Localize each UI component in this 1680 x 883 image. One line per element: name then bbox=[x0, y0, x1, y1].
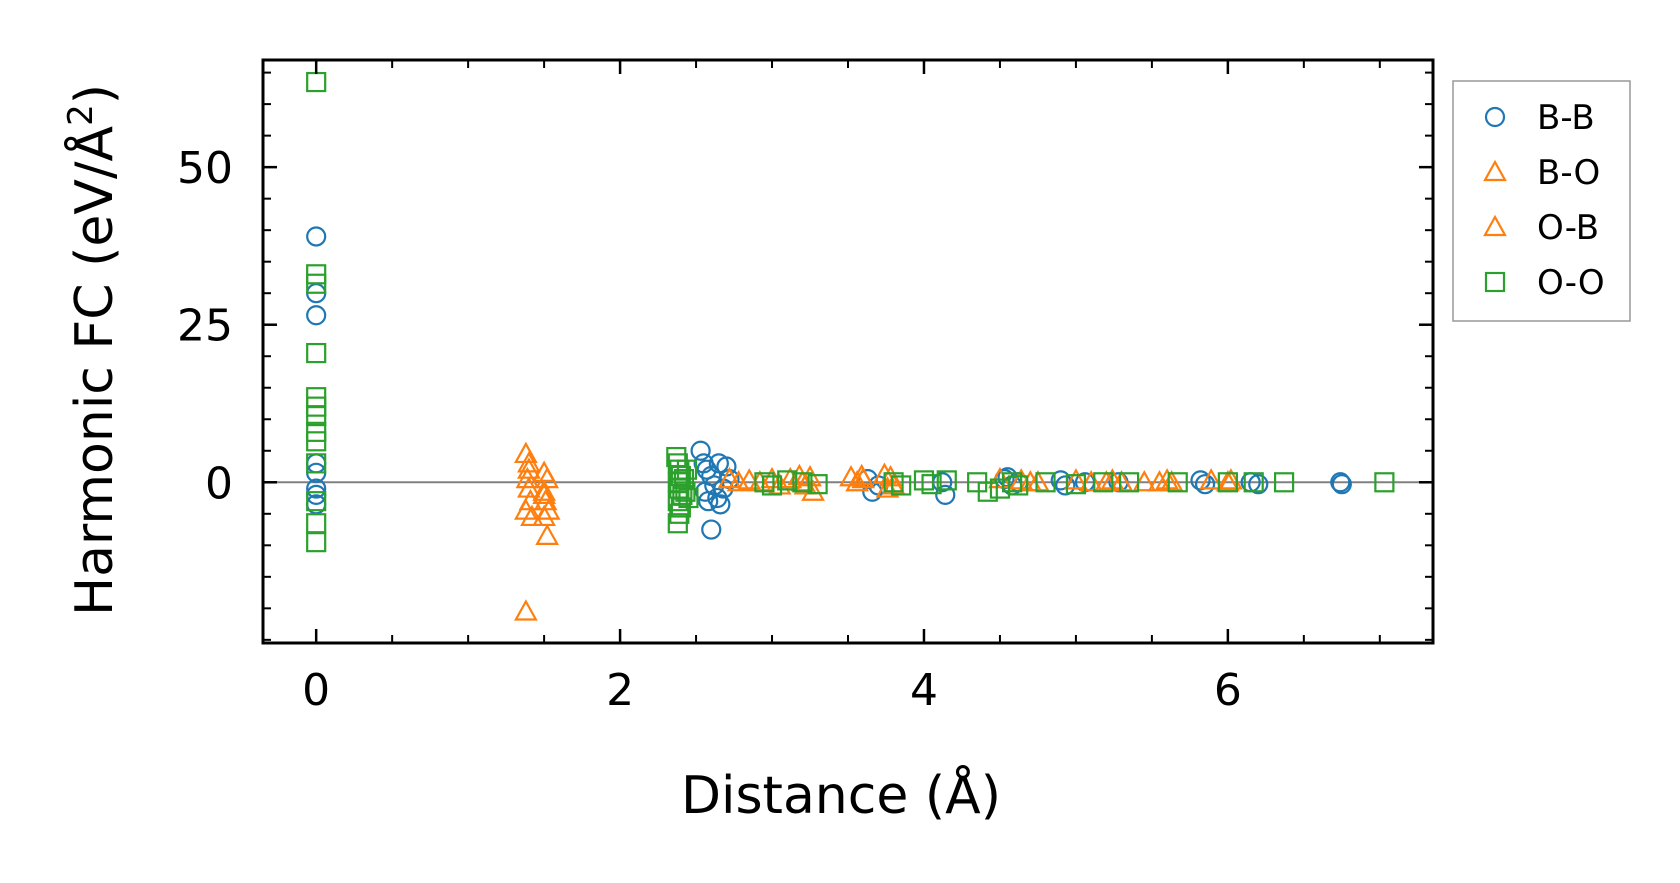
legend-marker-b-o bbox=[1483, 159, 1507, 182]
data-point-b-b bbox=[306, 226, 327, 247]
data-point-b-b bbox=[306, 478, 327, 499]
data-point-o-o bbox=[891, 475, 912, 496]
data-point-o-o bbox=[936, 470, 957, 491]
data-point-b-b bbox=[1194, 474, 1216, 495]
data-point-o-o bbox=[777, 470, 798, 491]
y-tick-label: 50 bbox=[177, 143, 233, 194]
data-point-o-o bbox=[306, 532, 327, 553]
data-point-b-o bbox=[520, 504, 544, 527]
y-tick-label: 25 bbox=[177, 301, 233, 352]
axes-frame-layer bbox=[261, 58, 1435, 645]
data-point-o-o bbox=[675, 481, 696, 502]
data-point-b-b bbox=[698, 491, 719, 512]
data-point-o-o bbox=[306, 273, 327, 294]
data-point-b-b bbox=[710, 494, 731, 515]
x-tick-label: 6 bbox=[1214, 665, 1242, 716]
legend: B-B B-O O-B O-O bbox=[1452, 80, 1631, 322]
data-point-b-b bbox=[1331, 474, 1352, 495]
data-point-o-o bbox=[1002, 472, 1023, 493]
data-point-o-o bbox=[1243, 472, 1264, 493]
data-point-b-o bbox=[1079, 470, 1103, 492]
data-point-o-o bbox=[1119, 472, 1140, 493]
x-tick-label: 4 bbox=[910, 665, 938, 716]
data-point-o-o bbox=[306, 342, 327, 364]
data-point-b-b bbox=[1055, 475, 1076, 496]
data-point-o-o bbox=[306, 453, 327, 474]
data-point-o-o bbox=[306, 71, 327, 93]
series-b-b bbox=[306, 226, 1352, 540]
data-point-o-o bbox=[1167, 472, 1188, 493]
data-point-b-b bbox=[690, 440, 711, 461]
data-point-b-o bbox=[737, 468, 762, 490]
x-tick-label: 2 bbox=[606, 665, 634, 716]
data-point-o-b bbox=[532, 482, 556, 504]
data-point-b-b bbox=[306, 305, 327, 326]
data-point-b-b bbox=[1330, 472, 1351, 493]
data-point-b-o bbox=[1147, 470, 1172, 492]
y-axis-title-close: ) bbox=[65, 84, 125, 104]
legend-label-o-b: O-B bbox=[1537, 208, 1599, 248]
plot-frame bbox=[261, 58, 1435, 645]
data-point-b-b bbox=[696, 459, 717, 480]
data-point-o-o bbox=[1217, 472, 1238, 493]
data-point-o-o bbox=[1065, 474, 1087, 495]
data-point-o-o bbox=[306, 406, 327, 427]
data-point-o-o bbox=[1008, 475, 1029, 496]
data-point-b-o bbox=[517, 476, 541, 498]
data-point-o-o bbox=[807, 474, 828, 495]
data-point-o-o bbox=[306, 513, 327, 534]
y-tick-label: 0 bbox=[205, 458, 233, 509]
legend-label-b-b: B-B bbox=[1537, 98, 1595, 138]
data-point-o-o bbox=[761, 475, 783, 496]
data-point-b-o bbox=[514, 441, 538, 464]
y-axis-title: Harmonic FC (eV/Å2) bbox=[61, 84, 125, 616]
data-point-o-o bbox=[306, 431, 327, 452]
x-axis-title: Distance (Å) bbox=[681, 764, 1001, 826]
data-point-b-o bbox=[1132, 470, 1157, 492]
data-point-o-b bbox=[1018, 470, 1043, 492]
data-point-o-b bbox=[1155, 468, 1179, 490]
data-point-o-o bbox=[1035, 472, 1056, 493]
data-point-o-o bbox=[921, 474, 942, 495]
labels-layer: Distance (Å) Harmonic FC (eV/Å2) 0 2 4 6025… bbox=[61, 84, 1242, 826]
data-point-b-o bbox=[532, 479, 556, 501]
data-point-b-o bbox=[1199, 468, 1224, 490]
data-point-o-o bbox=[306, 491, 327, 512]
data-point-o-o bbox=[883, 472, 904, 493]
legend-label-o-o: O-O bbox=[1537, 263, 1605, 303]
data-point-o-o bbox=[667, 513, 688, 534]
data-point-b-b bbox=[1248, 474, 1269, 495]
data-point-b-o bbox=[535, 523, 560, 545]
data-point-o-o bbox=[792, 472, 813, 493]
data-point-b-o bbox=[988, 466, 1012, 489]
legend-box bbox=[1452, 80, 1631, 322]
data-point-o-o bbox=[913, 470, 935, 491]
data-point-o-b bbox=[851, 466, 876, 489]
data-point-b-b bbox=[935, 484, 956, 505]
y-axis-title-main: Harmonic FC (eV/Å bbox=[63, 125, 125, 616]
data-point-o-o bbox=[977, 481, 998, 502]
legend-marker-b-b bbox=[1484, 106, 1506, 128]
data-point-b-o bbox=[1064, 468, 1088, 490]
series-b-o bbox=[514, 441, 1243, 621]
legend-marker-o-o bbox=[1484, 271, 1506, 293]
legend-label-b-o: B-O bbox=[1537, 153, 1600, 193]
data-point-o-o bbox=[754, 472, 775, 493]
data-point-b-b bbox=[701, 519, 722, 540]
y-axis-title-superscript: 2 bbox=[61, 104, 101, 126]
data-point-o-b bbox=[517, 457, 541, 479]
data-point-o-o bbox=[678, 487, 699, 509]
data-point-b-o bbox=[532, 504, 556, 527]
data-point-o-o bbox=[1374, 472, 1395, 493]
data-point-o-o bbox=[1093, 472, 1114, 493]
data-point-o-o bbox=[676, 459, 698, 480]
data-point-o-o bbox=[1273, 472, 1295, 493]
marks-layer bbox=[263, 71, 1433, 621]
x-tick-label: 0 bbox=[302, 665, 330, 716]
series-o-o bbox=[306, 71, 1395, 553]
legend-marker-o-b bbox=[1483, 214, 1507, 237]
data-point-b-o bbox=[514, 599, 538, 621]
